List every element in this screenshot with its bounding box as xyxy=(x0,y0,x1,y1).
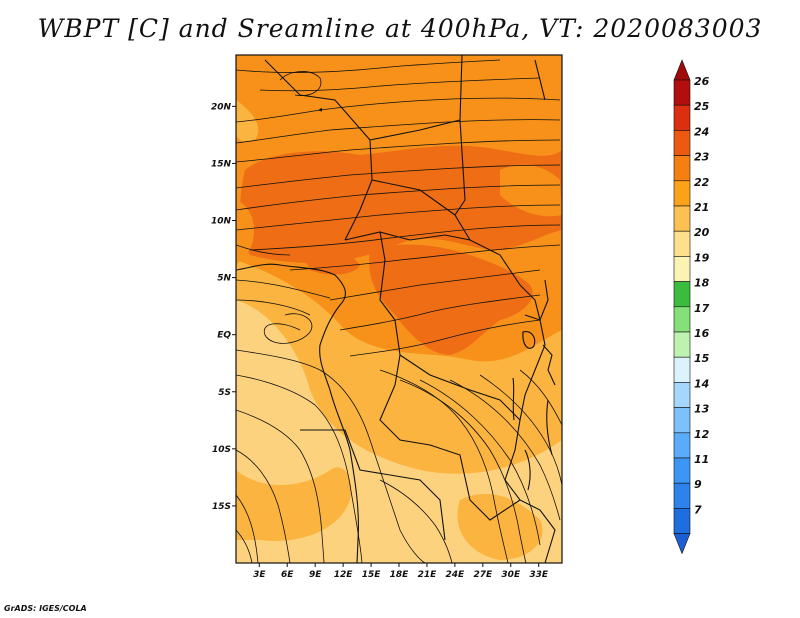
colorbar-swatch xyxy=(673,382,691,408)
colorbar-swatch xyxy=(673,508,691,534)
colorbar-label: 12 xyxy=(694,428,710,441)
lat-tick-label: 10S xyxy=(212,445,231,455)
lakes xyxy=(512,331,536,491)
colorbar-swatch xyxy=(673,356,691,383)
lon-tick-label: 3E xyxy=(253,570,266,580)
colorbar-swatch xyxy=(673,457,691,484)
lon-tick-label: 21E xyxy=(418,570,438,580)
lat-tick-label: 15N xyxy=(211,159,232,169)
lat-tick-label: 10N xyxy=(211,217,232,227)
lon-tick-label: 27E xyxy=(473,570,493,580)
wbpt-region-22-sahara2 xyxy=(398,79,480,124)
colorbar-swatch xyxy=(673,104,691,131)
colorbar-label: 9 xyxy=(694,478,702,491)
colorbar-swatch xyxy=(673,130,691,156)
colorbar-swatch xyxy=(673,407,691,434)
colorbar-label: 21 xyxy=(694,201,709,214)
colorbar-bottom-triangle xyxy=(673,533,691,555)
colorbar-label: 13 xyxy=(694,403,710,416)
colorbar-label: 14 xyxy=(694,377,709,390)
colorbar-top-triangle xyxy=(673,59,691,81)
colorbar-swatch xyxy=(673,256,691,282)
chart-title: WBPT [C] and Sreamline at 400hPa, VT: 20… xyxy=(37,14,763,43)
colorbar-label: 18 xyxy=(694,277,710,290)
wbpt-region-22-west xyxy=(236,200,255,265)
colorbar-label: 17 xyxy=(694,302,710,315)
colorbar-label: 11 xyxy=(694,453,709,466)
lon-tick-label: 24E xyxy=(446,570,466,580)
colorbar-label: 15 xyxy=(694,352,710,365)
colorbar-label: 16 xyxy=(694,327,710,340)
lon-tick-label: 33E xyxy=(529,570,549,580)
colorbar-swatch xyxy=(673,281,691,308)
lon-tick-label: 12E xyxy=(334,570,354,580)
colorbar-label: 22 xyxy=(694,176,710,189)
grads-credit: GrADS: IGES/COLA xyxy=(4,604,87,613)
lon-tick-label: 18E xyxy=(390,570,410,580)
streamlines xyxy=(236,59,562,563)
colorbar-swatch xyxy=(673,79,691,106)
colorbar-swatch xyxy=(673,180,691,207)
colorbar-label: 26 xyxy=(694,75,710,88)
colorbar-label: 25 xyxy=(694,100,710,113)
colorbar-swatch xyxy=(673,331,691,358)
wbpt-region-22-sahara xyxy=(254,60,330,125)
wbpt-region-23-central xyxy=(369,244,533,355)
lon-tick-label: 6E xyxy=(281,570,294,580)
lat-tick-label: 5S xyxy=(218,388,231,398)
lon-tick-label: 9E xyxy=(309,570,322,580)
colorbar-swatch xyxy=(673,205,691,232)
colorbar-label: 20 xyxy=(694,226,710,239)
colorbar-swatch xyxy=(673,155,691,182)
lon-tick-label: 30E xyxy=(501,570,521,580)
colorbar-label: 23 xyxy=(694,151,710,164)
wbpt-region-23-north xyxy=(239,145,562,263)
wbpt-region-22-northeast xyxy=(500,164,562,217)
colorbar-label: 24 xyxy=(694,125,709,138)
colorbar-label: 7 xyxy=(694,503,702,516)
lon-tick-label: 15E xyxy=(362,570,382,580)
lat-tick-label: 5N xyxy=(217,274,231,284)
lat-tick-label: EQ xyxy=(217,331,231,341)
lat-tick-label: 15S xyxy=(212,502,231,512)
colorbar-swatch xyxy=(673,482,691,509)
colorbar-label: 19 xyxy=(694,251,710,264)
colorbar-swatch xyxy=(673,432,691,459)
wbpt-region-21b xyxy=(236,467,352,541)
colorbar-swatch xyxy=(673,306,691,333)
lat-tick-label: 20N xyxy=(211,102,232,112)
colorbar-swatch xyxy=(673,230,691,257)
country-borders xyxy=(236,55,556,563)
